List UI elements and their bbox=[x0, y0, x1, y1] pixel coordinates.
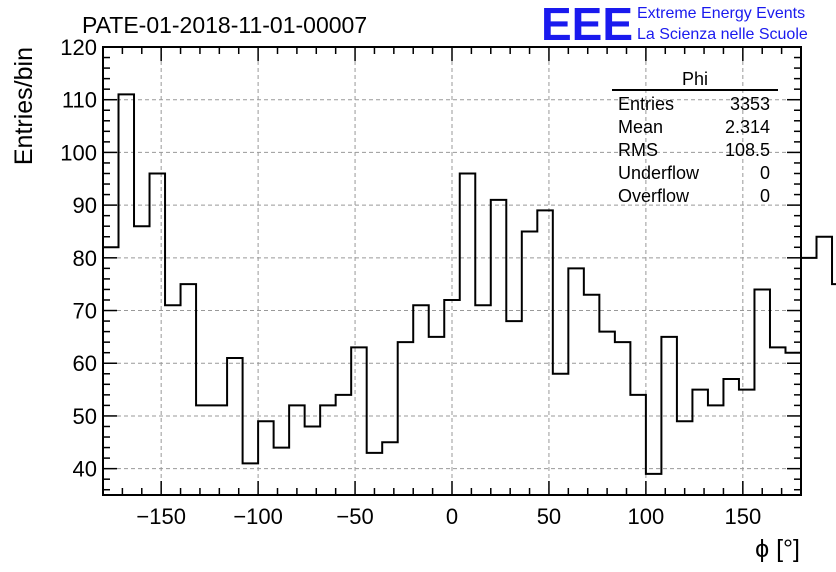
stats-box: Phi Entries 3353 Mean 2.314 RMS 108.5 Underflo… bbox=[612, 69, 778, 206]
y-tick-label: 50 bbox=[73, 404, 97, 429]
stats-label: Mean bbox=[618, 117, 663, 137]
stats-label: RMS bbox=[618, 140, 658, 160]
stats-value: 0 bbox=[760, 163, 770, 183]
x-tick-label: 150 bbox=[724, 504, 761, 529]
histogram-outline bbox=[103, 93, 836, 475]
logo-line-2: La Scienza nelle Scuole bbox=[637, 26, 808, 43]
y-tick-label: 70 bbox=[73, 299, 97, 324]
x-tick-label: −100 bbox=[233, 504, 283, 529]
x-tick-label: 100 bbox=[628, 504, 665, 529]
y-tick-label: 120 bbox=[60, 35, 97, 60]
stats-value: 2.314 bbox=[725, 117, 770, 137]
stats-label: Underflow bbox=[618, 163, 700, 183]
y-tick-label: 90 bbox=[73, 193, 97, 218]
chart-title: PATE-01-2018-11-01-00007 bbox=[82, 12, 367, 38]
stats-label: Entries bbox=[618, 94, 674, 114]
y-tick-label: 80 bbox=[73, 246, 97, 271]
stats-value: 3353 bbox=[730, 94, 770, 114]
stats-value: 0 bbox=[760, 186, 770, 206]
eee-logo: EEE Extreme Energy Events La Scienza nel… bbox=[541, 0, 808, 50]
eee-logo-text: EEE bbox=[541, 0, 633, 50]
x-tick-label: 50 bbox=[537, 504, 561, 529]
x-tick-label: 0 bbox=[446, 504, 458, 529]
grid-lines bbox=[103, 46, 801, 495]
stats-label: Overflow bbox=[618, 186, 690, 206]
y-tick-label: 40 bbox=[73, 457, 97, 482]
y-tick-label: 110 bbox=[62, 88, 97, 113]
y-tick-label: 60 bbox=[73, 351, 97, 376]
axis-ticks bbox=[102, 46, 802, 495]
y-axis-label: Entries/bin bbox=[10, 47, 38, 165]
stats-name: Phi bbox=[682, 69, 708, 89]
x-tick-label: −150 bbox=[136, 504, 186, 529]
stats-value: 108.5 bbox=[725, 140, 770, 160]
logo-line-1: Extreme Energy Events bbox=[637, 5, 805, 22]
x-axis-label: ϕ [°] bbox=[755, 535, 800, 563]
tick-labels: −150 −100 −50 0 50 100 150 40 50 60 70 80 90 100 110 12… bbox=[60, 35, 761, 529]
histogram-bars bbox=[103, 93, 836, 475]
x-tick-label: −50 bbox=[336, 504, 373, 529]
y-tick-label: 100 bbox=[60, 140, 97, 165]
